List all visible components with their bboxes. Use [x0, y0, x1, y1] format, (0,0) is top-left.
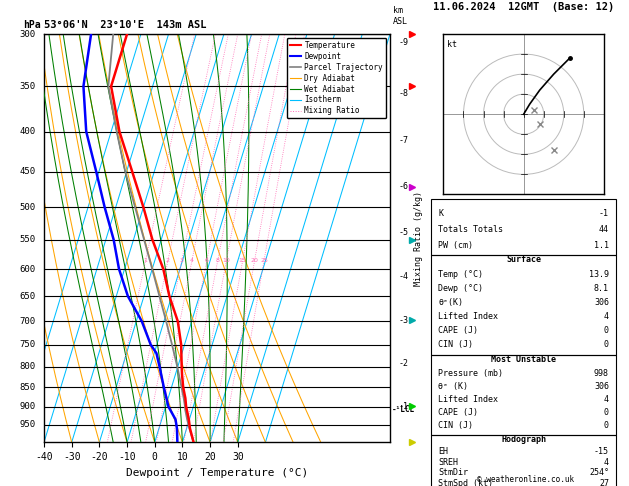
Text: 27: 27 [599, 479, 609, 486]
Text: SREH: SREH [438, 457, 459, 467]
Text: K: K [438, 209, 443, 218]
Text: 53°06'N  23°10'E  143m ASL: 53°06'N 23°10'E 143m ASL [44, 20, 206, 30]
Text: 3: 3 [180, 258, 184, 263]
Text: 700: 700 [19, 317, 35, 326]
Text: 500: 500 [19, 203, 35, 212]
Text: 254°: 254° [589, 469, 609, 477]
Legend: Temperature, Dewpoint, Parcel Trajectory, Dry Adiabat, Wet Adiabat, Isotherm, Mi: Temperature, Dewpoint, Parcel Trajectory… [287, 38, 386, 119]
Text: 13.9: 13.9 [589, 270, 609, 279]
Text: 450: 450 [19, 167, 35, 176]
Text: 900: 900 [19, 402, 35, 411]
Text: 20: 20 [251, 258, 259, 263]
Text: Pressure (mb): Pressure (mb) [438, 369, 503, 378]
Text: -2: -2 [399, 359, 408, 368]
Text: -6: -6 [399, 182, 408, 191]
Text: 600: 600 [19, 264, 35, 274]
Text: 4: 4 [190, 258, 194, 263]
Text: PW (cm): PW (cm) [438, 241, 473, 250]
Text: 300: 300 [19, 30, 35, 38]
Text: -1: -1 [599, 209, 609, 218]
Text: 350: 350 [19, 82, 35, 91]
Text: 25: 25 [260, 258, 268, 263]
Text: hPa: hPa [23, 20, 41, 30]
Text: 400: 400 [19, 127, 35, 136]
Text: 15: 15 [239, 258, 247, 263]
Text: 44: 44 [599, 225, 609, 234]
Text: 1: 1 [143, 258, 148, 263]
Text: 306: 306 [594, 298, 609, 307]
Text: 4: 4 [604, 395, 609, 404]
Text: -9: -9 [399, 38, 408, 48]
Text: -1: -1 [399, 401, 408, 411]
Text: 4: 4 [604, 457, 609, 467]
Text: 306: 306 [594, 382, 609, 391]
Text: km
ASL: km ASL [393, 6, 408, 26]
Text: θᵉ(K): θᵉ(K) [438, 298, 464, 307]
Text: CAPE (J): CAPE (J) [438, 408, 478, 417]
Text: EH: EH [438, 447, 448, 456]
Text: 11.06.2024  12GMT  (Base: 12): 11.06.2024 12GMT (Base: 12) [433, 2, 615, 13]
Text: 1.1: 1.1 [594, 241, 609, 250]
Text: Hodograph: Hodograph [501, 435, 546, 444]
Text: CIN (J): CIN (J) [438, 340, 473, 348]
Text: 0: 0 [604, 326, 609, 335]
Text: 6: 6 [205, 258, 209, 263]
Text: 8.1: 8.1 [594, 284, 609, 293]
Text: Lifted Index: Lifted Index [438, 312, 498, 321]
Text: Surface: Surface [506, 255, 541, 264]
Text: Most Unstable: Most Unstable [491, 355, 556, 364]
Text: -8: -8 [399, 88, 408, 98]
Text: 2: 2 [166, 258, 170, 263]
X-axis label: Dewpoint / Temperature (°C): Dewpoint / Temperature (°C) [126, 468, 308, 478]
Text: 850: 850 [19, 382, 35, 392]
Text: θᵉ (K): θᵉ (K) [438, 382, 468, 391]
Text: 4: 4 [604, 312, 609, 321]
Text: 10: 10 [223, 258, 230, 263]
Text: StmDir: StmDir [438, 469, 468, 477]
Text: 950: 950 [19, 420, 35, 429]
Text: 0: 0 [604, 408, 609, 417]
Text: -5: -5 [399, 228, 408, 237]
Text: © weatheronline.co.uk: © weatheronline.co.uk [477, 474, 574, 484]
Text: -4: -4 [399, 272, 408, 281]
Text: Dewp (°C): Dewp (°C) [438, 284, 483, 293]
Text: Mixing Ratio (g/kg): Mixing Ratio (g/kg) [414, 191, 423, 286]
Text: 800: 800 [19, 362, 35, 371]
Text: 550: 550 [19, 235, 35, 244]
Text: -15: -15 [594, 447, 609, 456]
Text: 0: 0 [604, 340, 609, 348]
Text: Lifted Index: Lifted Index [438, 395, 498, 404]
Text: -¹LCL: -¹LCL [391, 405, 415, 414]
Text: 750: 750 [19, 340, 35, 349]
Text: -7: -7 [399, 136, 408, 145]
Text: CAPE (J): CAPE (J) [438, 326, 478, 335]
Text: CIN (J): CIN (J) [438, 421, 473, 430]
Text: 8: 8 [216, 258, 220, 263]
Text: 998: 998 [594, 369, 609, 378]
Text: StmSpd (kt): StmSpd (kt) [438, 479, 493, 486]
Text: Temp (°C): Temp (°C) [438, 270, 483, 279]
Text: -3: -3 [399, 316, 408, 325]
Text: 0: 0 [604, 421, 609, 430]
Text: 650: 650 [19, 292, 35, 301]
Text: kt: kt [447, 40, 457, 49]
Text: Totals Totals: Totals Totals [438, 225, 503, 234]
